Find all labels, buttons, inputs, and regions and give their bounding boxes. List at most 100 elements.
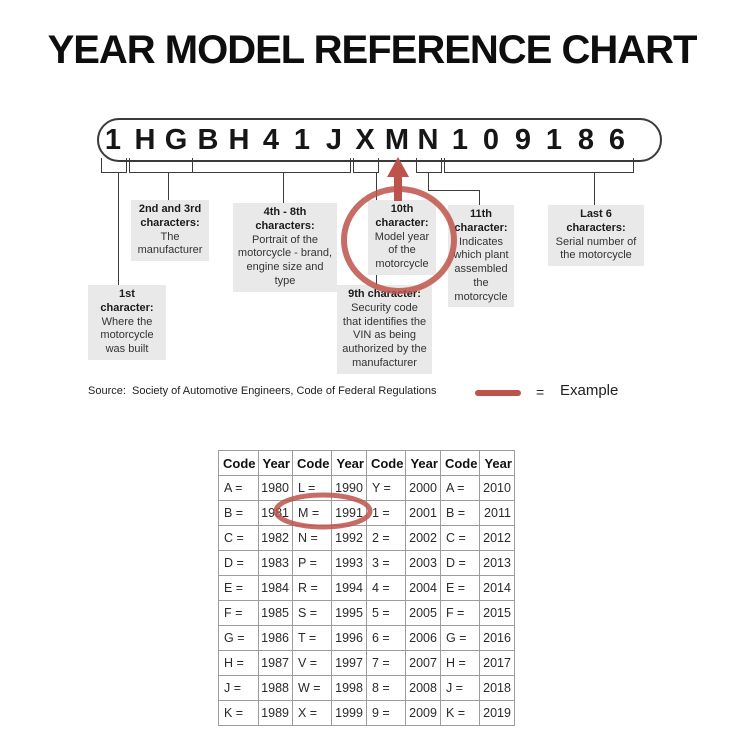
column-header: Year [405,450,441,476]
code-cell: 4 = [365,575,407,601]
code-cell: G = [439,625,481,651]
year-cell: 2016 [479,625,515,651]
connector-line [428,190,480,191]
vin-number-box [97,118,662,162]
year-cell: 1985 [257,600,293,626]
year-cell: 2012 [479,525,515,551]
year-cell: 2017 [479,650,515,676]
callout-text-line: that identifies the [342,315,427,328]
code-cell: 2 = [365,525,407,551]
code-cell: E = [439,575,481,601]
year-cell: 2011 [479,500,515,526]
column-header: Code [218,450,259,476]
year-cell: 1982 [257,525,293,551]
table-row: H = 1987 V = 1997 7 = 2007 H = 2017 [218,650,515,676]
connector-line [479,190,480,205]
year-cell: 2013 [479,550,515,576]
year-cell: 2005 [405,600,441,626]
code-cell: S = [291,600,333,626]
code-cell: F = [439,600,481,626]
vin-character: 9 [514,124,532,156]
year-cell: 2015 [479,600,515,626]
callout-heading-line: character: [454,221,508,234]
callout-heading-line: 10th [390,203,414,215]
callout-text-line: assembled [454,263,508,275]
callout-text-line: Indicates [458,235,504,248]
year-cell: 2009 [405,700,441,726]
code-cell: A = [439,475,481,501]
code-cell: L = [291,475,333,501]
callout-heading-line: 11th [469,208,492,220]
table-row: B = 1981 M = 1991 1 = 2001 B = 2011 [218,500,515,526]
year-cell: 1988 [257,675,293,701]
callout-10th-character: 10th character: Model year of the motorcycle [368,200,436,275]
year-cell: 2003 [405,550,441,576]
callout-text-line: was built [105,343,149,355]
vin-character: 0 [482,124,500,156]
code-cell: 3 = [365,550,407,576]
code-cell: K = [439,700,481,726]
callout-heading-line: character: [100,301,154,314]
code-cell: 7 = [365,650,407,676]
vin-character: N [417,124,439,156]
vin-character: H [228,124,250,156]
vin-character: 1 [293,124,311,156]
callout-heading-line: characters: [140,216,200,229]
connector-bracket-9th [353,158,379,173]
table-row: J = 1988 W = 1998 8 = 2008 J = 2018 [218,675,515,701]
table-header-row: Code Year Code Year Code Year Code Year [218,450,515,476]
vin-character: X [355,124,375,156]
callout-text-line: Security code [351,301,418,314]
year-cell: 1989 [257,700,293,726]
year-cell: 1998 [331,675,367,701]
table-row: D = 1983 P = 1993 3 = 2003 D = 2013 [218,550,515,576]
year-cell: 1981 [257,500,293,526]
year-cell: 1993 [331,550,367,576]
year-cell: 2014 [479,575,515,601]
connector-line [594,172,595,205]
table-row: C = 1982 N = 1992 2 = 2002 C = 2012 [218,525,515,551]
vin-character: H [134,124,156,156]
callout-heading-line: character: [375,216,429,229]
source-text: Source: Society of Automotive Engineers,… [88,385,437,397]
connector-bracket-11th [416,158,442,173]
year-cell: 2001 [405,500,441,526]
vin-character: 1 [545,124,563,156]
vin-character: 4 [262,124,280,156]
year-cell: 2007 [405,650,441,676]
year-cell: 1980 [257,475,293,501]
legend-example-label: Example [560,382,619,399]
code-cell: C = [218,525,259,551]
column-header: Code [365,450,407,476]
connector-line [118,172,119,285]
callout-heading-line: 1st [119,288,135,300]
year-cell: 1997 [331,650,367,676]
callout-text-line: authorized by the [342,343,427,355]
callout-text-line: motorcycle - brand, [237,247,333,260]
callout-text-line: VIN as being [353,329,416,342]
year-cell: 1999 [331,700,367,726]
callout-text-line: which plant [453,249,509,262]
year-cell: 1994 [331,575,367,601]
code-cell: B = [439,500,481,526]
code-cell: D = [439,550,481,576]
vin-character: 1 [451,124,469,156]
code-cell: H = [218,650,259,676]
arrow-up-icon [387,157,409,201]
code-cell: H = [439,650,481,676]
year-cell: 2000 [405,475,441,501]
table-row: A = 1980 L = 1990 Y = 2000 A = 2010 [218,475,515,501]
column-header: Year [257,450,293,476]
column-header: Year [331,450,367,476]
callout-text-line: motorcycle [375,258,429,270]
year-cell: 2018 [479,675,515,701]
code-cell: P = [291,550,333,576]
callout-text-line: The [160,230,180,243]
vin-character: J [325,124,343,156]
year-cell: 1983 [257,550,293,576]
code-cell: B = [218,500,259,526]
code-cell: 1 = [365,500,407,526]
connector-line [428,172,429,191]
code-cell: T = [291,625,333,651]
code-cell: M = [291,500,333,526]
